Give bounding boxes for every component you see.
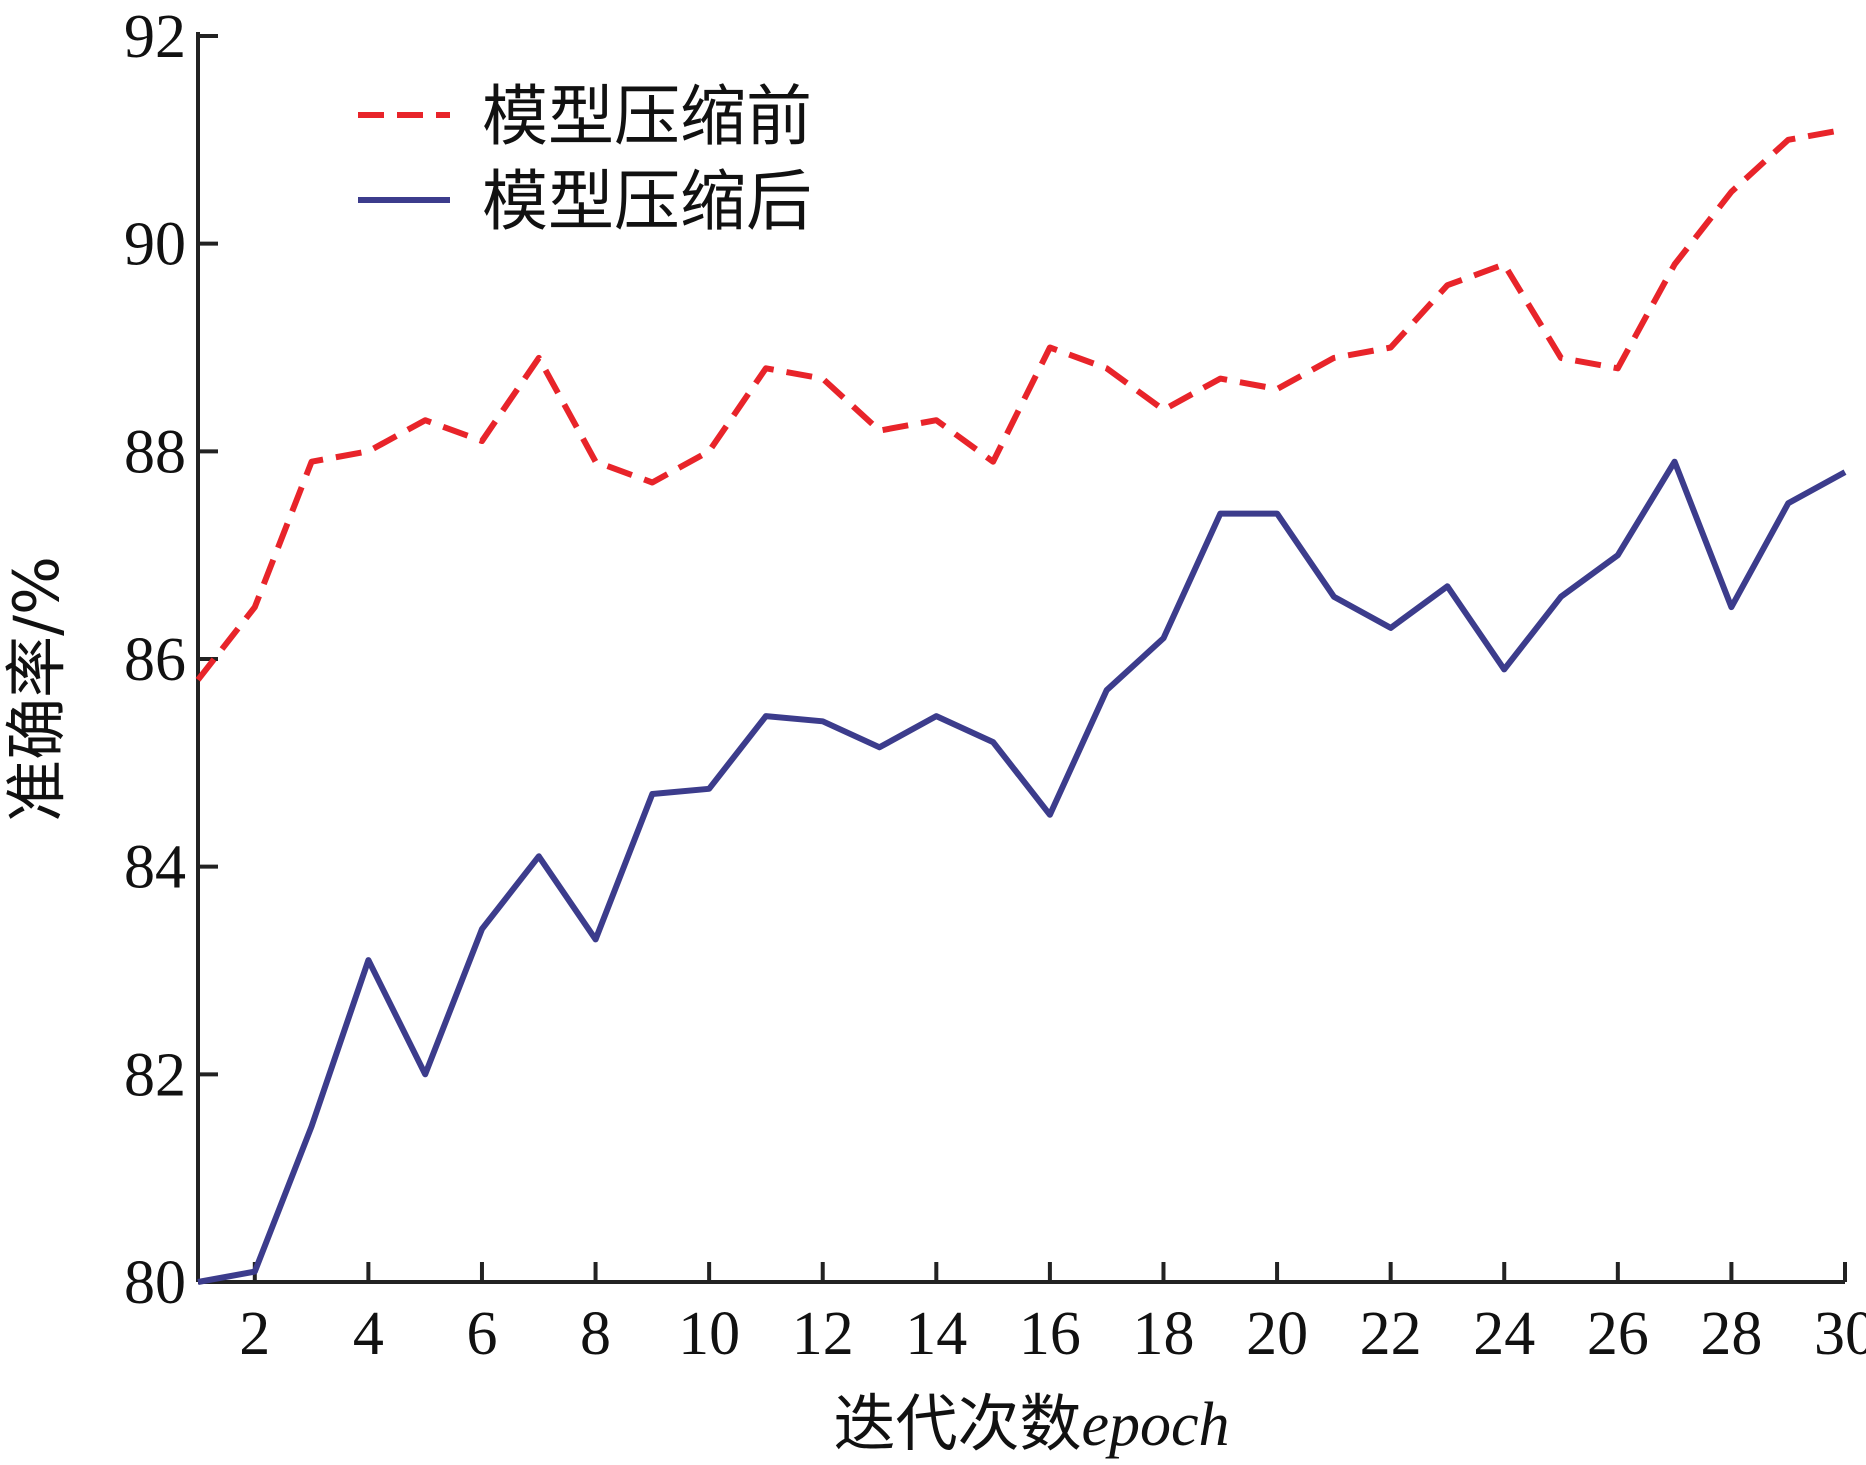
x-tick-label: 14 [905, 1300, 967, 1368]
x-tick-label: 22 [1360, 1300, 1422, 1368]
y-tick-label: 86 [124, 626, 186, 694]
x-axis-title: 迭代次数epoch [833, 1387, 1229, 1460]
y-tick-label: 92 [124, 3, 186, 71]
x-tick-label: 10 [678, 1300, 740, 1368]
series-layer [195, 126, 1847, 1285]
x-axis-title-suffix: epoch [1081, 1391, 1229, 1459]
y-tick-label: 88 [124, 418, 186, 486]
y-tick-label: 80 [124, 1249, 186, 1317]
y-tick-label: 82 [124, 1041, 186, 1109]
x-tick-label: 12 [792, 1300, 854, 1368]
x-tick-label: 6 [466, 1300, 497, 1368]
y-tick-label: 90 [124, 211, 186, 279]
x-tick-label: 2 [239, 1300, 270, 1368]
x-tick-label: 26 [1587, 1300, 1649, 1368]
x-tick-label: 20 [1246, 1300, 1308, 1368]
x-tick-label: 28 [1700, 1300, 1762, 1368]
x-tick-label: 18 [1132, 1300, 1194, 1368]
x-tick-label: 16 [1019, 1300, 1081, 1368]
series-line-2 [197, 458, 1847, 1285]
y-axis-title: 准确率/% [0, 556, 73, 822]
series-line-1 [195, 126, 1846, 682]
y-tick-label: 84 [124, 834, 186, 902]
x-tick-label: 30 [1814, 1300, 1866, 1368]
x-tick-label: 8 [580, 1300, 611, 1368]
x-axis-title-text: 迭代次数 [833, 1387, 1081, 1460]
legend-label-2: 模型压缩后 [482, 163, 812, 240]
x-tick-label: 4 [353, 1300, 384, 1368]
legend-label-1: 模型压缩前 [482, 78, 812, 155]
x-tick-label: 24 [1473, 1300, 1535, 1368]
